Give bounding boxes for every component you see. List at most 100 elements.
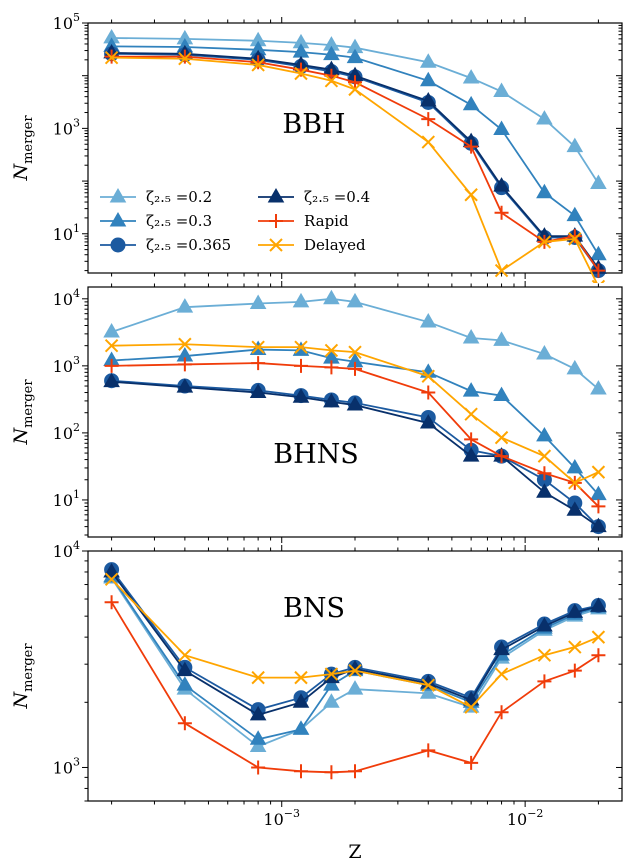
series-z02 [103,28,607,189]
data-point [419,92,437,107]
data-point [294,340,308,354]
data-point [323,668,340,684]
data-point [462,382,480,397]
data-point [292,388,310,403]
data-point [421,743,436,758]
data-point [251,760,266,775]
legend-marker [109,211,127,227]
data-point [251,340,265,354]
legend-item-z02: ζ₂.₅ =0.2 [100,187,212,206]
data-point [590,174,607,189]
data-point [348,663,362,678]
series-delayed [104,572,606,714]
data-point [493,120,510,136]
data-point [249,705,267,721]
data-point [536,483,553,498]
panel-title: BNS [283,593,345,624]
panel-bhns: 101 102 103 104 Nmerger BHNS [10,281,623,543]
data-point [494,205,509,220]
data-point [590,597,607,612]
data-point [249,383,267,398]
data-point [292,693,310,708]
y-tick-label: 103 [53,755,80,777]
data-point [590,517,607,533]
data-point [462,69,480,84]
data-point [294,66,308,81]
series-line [110,601,599,774]
data-point [566,501,584,516]
data-point [464,700,478,714]
data-point [419,71,437,87]
data-point [177,49,192,64]
data-point [323,676,340,691]
data-point [294,670,308,685]
data-point [568,232,582,246]
data-point [536,617,553,632]
data-point [176,378,194,393]
series-line [110,571,599,716]
data-point [348,361,362,376]
panel-title: BBH [282,109,345,140]
data-point [591,279,606,283]
series-rapid [104,356,606,514]
panel-bns: 103 104 Nmerger BNS [10,539,623,807]
data-point [493,331,510,346]
data-point [419,684,437,699]
data-point [346,396,364,411]
data-point [568,640,582,654]
data-point [537,674,552,689]
y-tick-label: 104 [53,539,80,561]
x-axis: 10−3 10−2 Z [263,807,543,863]
data-point [294,358,308,373]
data-point [566,137,584,153]
series-delayed [104,50,606,283]
data-point [346,680,364,695]
data-point [292,720,310,735]
x-axis-label: Z [348,841,361,863]
data-point [348,345,362,359]
series-delayed [104,337,606,490]
series-line [111,56,598,283]
data-point [464,188,478,202]
data-point [537,466,552,481]
data-point [494,449,509,464]
data-point [494,667,509,681]
data-point [292,292,310,308]
data-point [251,670,265,685]
y-tick-label: 102 [53,421,80,443]
panel-bbh: 101 103 105 Nmerger BBH [10,11,623,283]
series-z04 [103,562,607,721]
data-point [536,183,553,199]
data-point [566,458,584,474]
series-line [111,362,600,508]
y-tick-label: 103 [53,354,80,376]
legend-label: ζ₂.₅ =0.365 [146,236,231,254]
data-point [178,648,192,662]
data-point [591,465,606,479]
legend-label: Delayed [304,236,366,254]
data-point [462,447,480,462]
legend-item-z04: ζ₂.₅ =0.4 [258,187,370,206]
data-point [419,53,437,68]
data-point [104,595,119,610]
legend-marker [109,187,127,203]
data-point [591,630,606,644]
data-point [494,430,509,445]
data-point [346,292,364,308]
data-point [462,95,480,111]
data-point [178,337,192,351]
legend-marker [267,187,285,203]
legend-item-z0365: ζ₂.₅ =0.365 [100,236,231,254]
data-point [104,358,119,373]
data-point [464,755,479,770]
data-point [104,50,119,65]
data-point [104,572,119,587]
data-point [464,139,479,154]
series-z02 [103,289,607,395]
series-line [110,578,599,709]
legend-label: ζ₂.₅ =0.2 [146,188,212,206]
data-point [251,356,266,371]
data-point [177,716,192,731]
data-point [323,45,340,61]
data-point [176,661,194,677]
